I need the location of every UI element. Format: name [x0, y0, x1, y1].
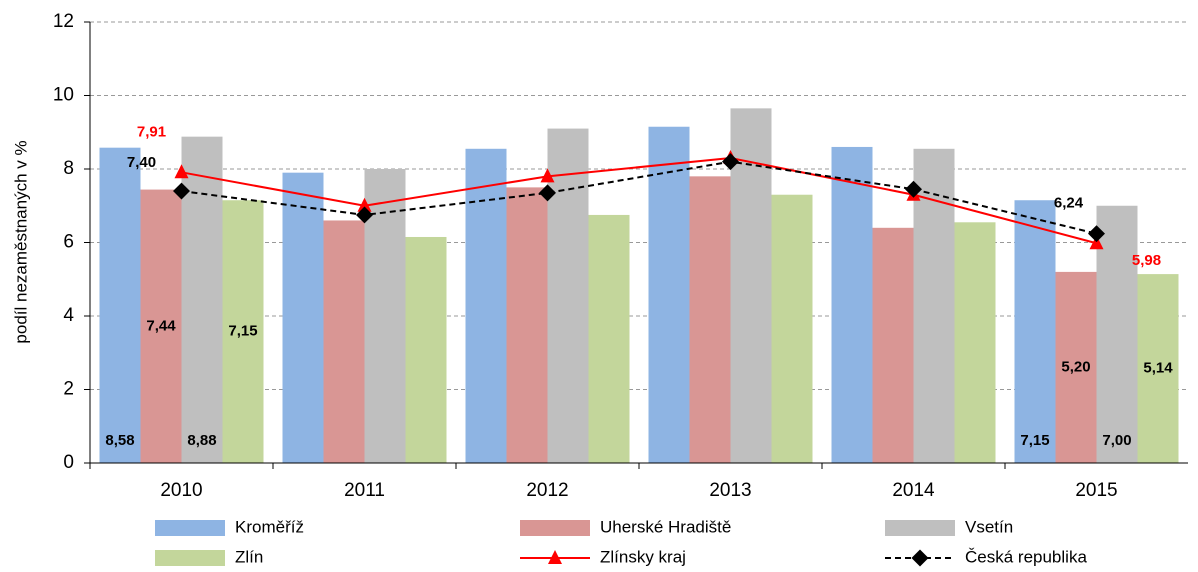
line-marker	[357, 197, 372, 212]
bar	[222, 200, 264, 464]
y-axis-label: podíl nezaměstnaných v %	[11, 140, 30, 343]
bar	[1055, 271, 1097, 463]
y-tick-label: 6	[63, 232, 74, 253]
legend-swatch	[155, 550, 225, 566]
bar	[730, 108, 772, 464]
legend-label: Zlín	[235, 547, 263, 566]
x-tick-label: 2013	[709, 480, 751, 501]
bar	[1137, 274, 1179, 463]
line-marker	[539, 184, 556, 202]
legend-marker	[911, 549, 929, 567]
x-tick-label: 2011	[344, 480, 385, 501]
y-tick-label: 4	[63, 305, 74, 326]
bar	[282, 172, 324, 464]
bar	[506, 187, 548, 463]
data-label: 5,20	[1061, 358, 1090, 375]
data-label: 7,44	[146, 317, 176, 334]
line-marker	[173, 182, 190, 200]
data-label: 7,15	[228, 323, 257, 340]
line-marker	[174, 164, 189, 179]
line-marker	[905, 180, 922, 198]
legend-swatch	[885, 520, 955, 536]
bar	[323, 220, 365, 463]
x-tick-label: 2012	[526, 480, 568, 501]
bar	[547, 128, 589, 463]
data-label: 7,15	[1020, 432, 1049, 449]
bar	[771, 194, 813, 463]
legend-label: Uherské Hradiště	[600, 517, 731, 536]
line-marker	[1089, 235, 1104, 250]
y-tick-label: 8	[63, 158, 74, 179]
y-tick-label: 2	[63, 379, 74, 400]
y-tick-label: 12	[53, 11, 74, 32]
legend-swatch	[520, 520, 590, 536]
bar	[588, 214, 630, 463]
bar	[872, 227, 914, 463]
legend-label: Kroměříž	[235, 517, 304, 536]
y-tick-label: 10	[53, 85, 74, 106]
bar	[689, 176, 731, 463]
data-label: 8,88	[187, 432, 216, 449]
bar	[405, 236, 447, 463]
legend-label: Česká republika	[965, 547, 1087, 566]
bar	[465, 148, 507, 463]
line-marker	[722, 153, 739, 171]
bar	[364, 169, 406, 463]
y-tick-label: 0	[63, 452, 74, 473]
bar	[954, 222, 996, 463]
bar	[1014, 200, 1056, 464]
x-tick-label: 2010	[160, 480, 202, 501]
bar	[181, 136, 223, 463]
data-label: 6,24	[1054, 195, 1084, 212]
data-label: 7,91	[137, 123, 166, 140]
line-marker	[540, 168, 555, 183]
legend-swatch	[155, 520, 225, 536]
bar	[831, 146, 873, 463]
line	[181, 160, 1097, 235]
legend-label: Zlínsky kraj	[600, 547, 686, 566]
data-label: 7,00	[1102, 432, 1131, 449]
data-label: 5,98	[1132, 252, 1161, 269]
bar	[648, 126, 690, 464]
legend-label: Vsetín	[965, 517, 1013, 536]
data-label: 7,40	[127, 154, 156, 171]
line-marker	[356, 206, 373, 224]
x-tick-label: 2015	[1075, 480, 1117, 501]
line	[181, 156, 1097, 245]
x-tick-label: 2014	[892, 480, 935, 501]
bar	[1096, 205, 1138, 463]
legend-marker	[548, 550, 562, 564]
bar	[140, 189, 182, 463]
data-label: 8,58	[105, 432, 134, 449]
data-label: 5,14	[1143, 360, 1173, 377]
bar	[99, 147, 141, 463]
